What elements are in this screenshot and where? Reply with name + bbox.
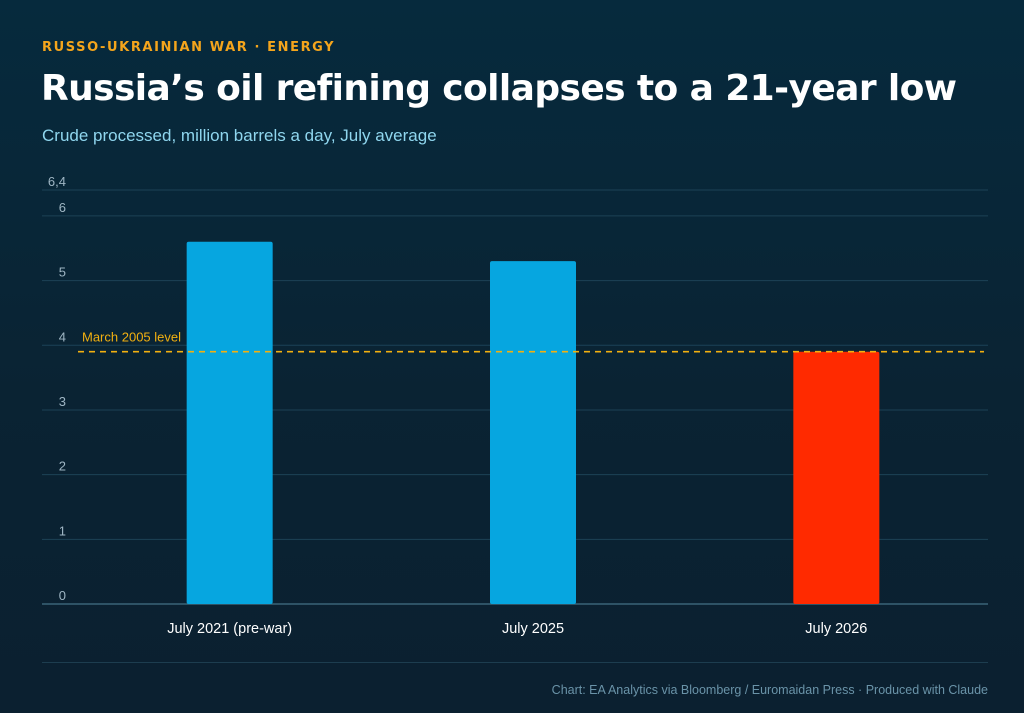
kicker: RUSSO-UKRAINIAN WAR · ENERGY	[42, 40, 336, 55]
y-tick-label: 3	[59, 394, 66, 409]
bar	[490, 261, 576, 604]
x-tick-label: July 2026	[805, 621, 867, 637]
footer-divider	[42, 662, 988, 663]
x-tick-label: July 2021 (pre-war)	[167, 621, 292, 637]
chart-subtitle: Crude processed, million barrels a day, …	[42, 126, 437, 145]
chart-title: Russia’s oil refining collapses to a 21-…	[41, 68, 957, 109]
reference-line-group: March 2005 level	[78, 330, 984, 353]
bar	[186, 241, 273, 604]
reference-line-label: March 2005 level	[82, 330, 181, 345]
y-tick-label: 5	[59, 265, 66, 280]
y-tick-label: 2	[59, 459, 66, 474]
x-tick-label: July 2025	[502, 621, 564, 637]
y-tick-label: 1	[59, 523, 66, 538]
y-tick-label: 4	[59, 329, 66, 344]
bars	[186, 241, 880, 604]
bar	[793, 351, 880, 604]
y-tick-label: 0	[59, 588, 66, 603]
y-axis-ticks: 0 1 2 3 4 5 6 6,4	[48, 174, 66, 603]
y-tick-label: 6	[59, 200, 66, 215]
y-tick-label: 6,4	[48, 174, 66, 189]
source-credit: Chart: EA Analytics via Bloomberg / Euro…	[551, 683, 988, 697]
x-axis-ticks: July 2021 (pre-war) July 2025 July 2026	[167, 621, 867, 637]
